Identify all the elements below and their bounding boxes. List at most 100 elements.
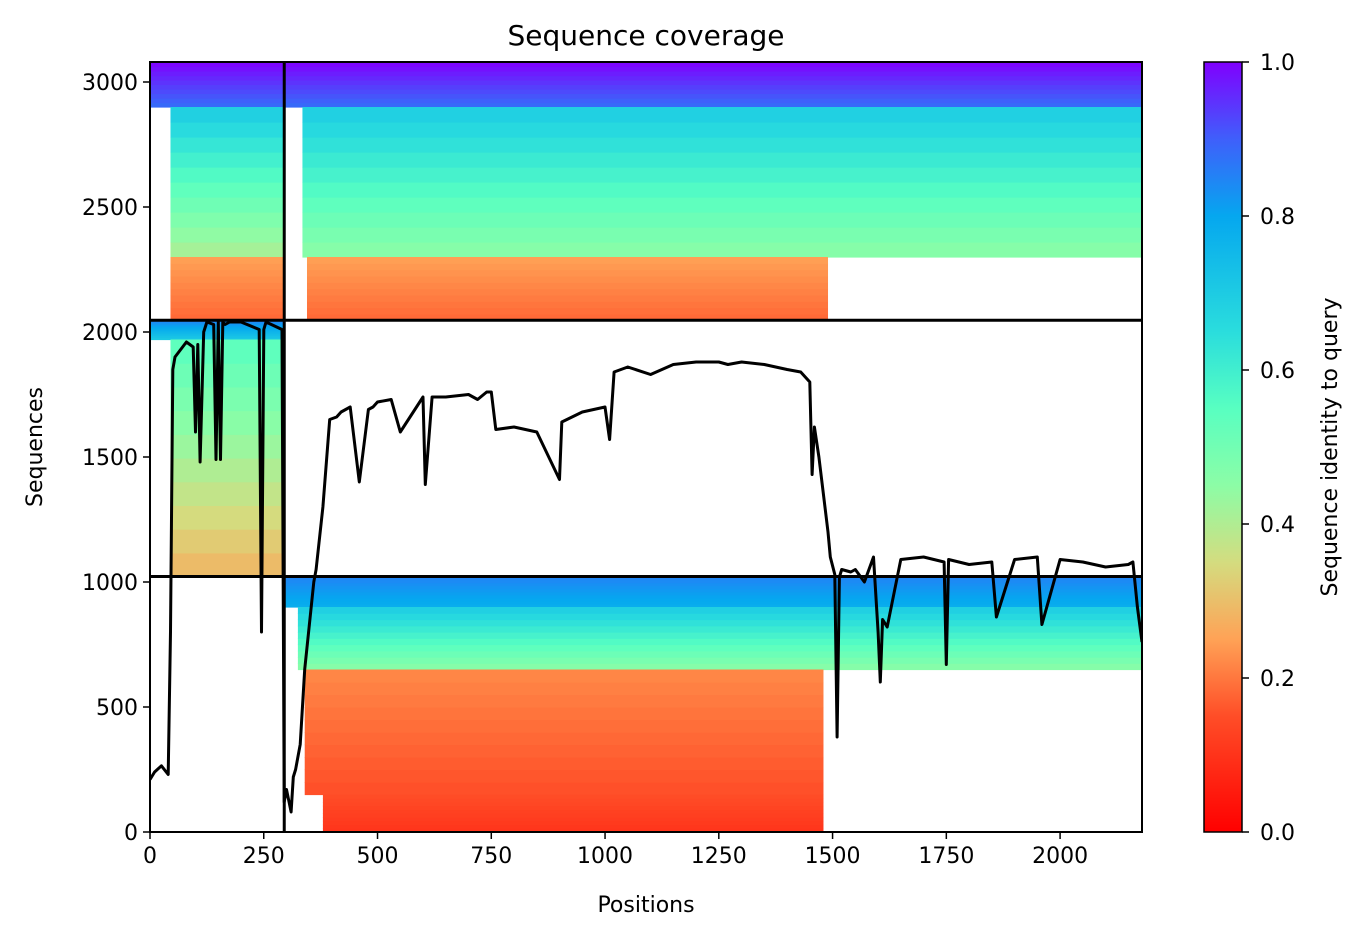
coverage-band bbox=[297, 632, 1142, 639]
coverage-band bbox=[284, 582, 1142, 587]
plot-frame bbox=[149, 61, 1143, 833]
coverage-band bbox=[284, 80, 1142, 86]
coverage-band bbox=[284, 75, 1142, 81]
coverage-band bbox=[150, 62, 285, 68]
x-tick-label: 1000 bbox=[577, 844, 633, 869]
x-tick-label: 1750 bbox=[918, 844, 974, 869]
coverage-band bbox=[284, 98, 1142, 104]
y-tick-label: 3000 bbox=[82, 71, 138, 96]
heatmap-layer bbox=[150, 62, 1142, 832]
x-axis: 0 250 500 750 1000 1250 1500 1750 2000 bbox=[143, 832, 1088, 869]
coverage-band bbox=[150, 66, 285, 72]
coverage-band bbox=[170, 197, 285, 213]
coverage-band bbox=[297, 663, 1142, 671]
coverage-band bbox=[304, 694, 824, 708]
coverage-band bbox=[302, 182, 1142, 198]
coverage-band bbox=[170, 275, 285, 283]
coverage-band bbox=[170, 107, 285, 123]
coverage-band bbox=[304, 769, 824, 783]
coverage-band bbox=[306, 257, 829, 264]
coverage-band bbox=[170, 269, 285, 277]
coverage-band bbox=[297, 644, 1142, 652]
colorbar-tick-label: 0.4 bbox=[1260, 513, 1295, 538]
coverage-band bbox=[284, 603, 1142, 608]
colorbar bbox=[1203, 61, 1243, 833]
x-axis-label: Positions bbox=[597, 893, 694, 918]
coverage-band bbox=[284, 66, 1142, 72]
x-tick-label: 1500 bbox=[805, 844, 861, 869]
coverage-band bbox=[302, 107, 1142, 123]
coverage-band bbox=[302, 122, 1142, 138]
chart-title: Sequence coverage bbox=[507, 19, 784, 52]
coverage-band bbox=[150, 84, 285, 90]
coverage-band bbox=[284, 600, 1142, 605]
coverage-line-layer bbox=[150, 320, 1142, 814]
coverage-band bbox=[306, 294, 829, 302]
coverage-band bbox=[297, 619, 1142, 627]
coverage-band bbox=[302, 152, 1142, 168]
colorbar-axis: 0.0 0.2 0.4 0.6 0.8 1.0 bbox=[1242, 51, 1295, 846]
x-tick-label: 0 bbox=[143, 844, 157, 869]
coverage-band bbox=[170, 434, 285, 459]
coverage-band bbox=[150, 89, 285, 95]
coverage-band bbox=[170, 552, 285, 578]
coverage-band bbox=[306, 288, 829, 296]
coverage-band bbox=[322, 805, 824, 811]
coverage-band bbox=[322, 809, 824, 814]
coverage-band bbox=[150, 80, 285, 86]
coverage-band bbox=[170, 458, 285, 483]
coverage-band bbox=[322, 798, 824, 803]
coverage-band bbox=[284, 594, 1142, 599]
coverage-band bbox=[297, 638, 1142, 646]
coverage-band bbox=[322, 828, 824, 832]
coverage-band bbox=[297, 607, 1142, 614]
coverage-band bbox=[284, 597, 1142, 602]
colorbar-tick-label: 0.0 bbox=[1260, 821, 1295, 846]
coverage-band bbox=[170, 122, 285, 138]
coverage-band bbox=[302, 197, 1142, 213]
coverage-band bbox=[170, 288, 285, 296]
coverage-band bbox=[322, 824, 824, 829]
coverage-band bbox=[284, 93, 1142, 99]
coverage-band bbox=[150, 71, 285, 77]
coverage-band bbox=[304, 757, 824, 771]
y-tick-label: 1000 bbox=[82, 571, 138, 596]
x-tick-label: 250 bbox=[243, 844, 285, 869]
coverage-band bbox=[170, 257, 285, 264]
coverage-band bbox=[170, 410, 285, 435]
coverage-band bbox=[322, 817, 824, 822]
coverage-band bbox=[322, 794, 824, 799]
coverage-band bbox=[322, 813, 824, 818]
colorbar-tick-label: 1.0 bbox=[1260, 51, 1295, 76]
coverage-band bbox=[170, 313, 285, 321]
coverage-band bbox=[170, 282, 285, 290]
coverage-band bbox=[306, 301, 829, 309]
coverage-band bbox=[304, 719, 824, 733]
coverage-band bbox=[284, 585, 1142, 590]
coverage-band bbox=[170, 152, 285, 168]
coverage-band bbox=[284, 588, 1142, 593]
y-tick-label: 1500 bbox=[82, 446, 138, 471]
coverage-band bbox=[170, 363, 285, 388]
coverage-band bbox=[170, 481, 285, 506]
coverage-band bbox=[284, 84, 1142, 90]
coverage-band bbox=[284, 591, 1142, 596]
coverage-band bbox=[306, 282, 829, 290]
coverage-band bbox=[302, 227, 1142, 243]
y-tick-label: 2000 bbox=[82, 321, 138, 346]
coverage-band bbox=[170, 294, 285, 302]
colorbar-label: Sequence identity to query bbox=[1318, 297, 1343, 596]
coverage-band bbox=[170, 386, 285, 412]
coverage-band bbox=[302, 212, 1142, 228]
coverage-band bbox=[150, 75, 285, 81]
y-tick-label: 500 bbox=[96, 696, 138, 721]
coverage-band bbox=[297, 650, 1142, 658]
coverage-band bbox=[170, 167, 285, 183]
coverage-band bbox=[284, 62, 1142, 68]
coverage-band bbox=[306, 263, 829, 271]
coverage-band bbox=[284, 579, 1142, 584]
coverage-band bbox=[284, 102, 1142, 108]
coverage-band bbox=[284, 576, 1142, 581]
colorbar-tick-label: 0.2 bbox=[1260, 667, 1295, 692]
